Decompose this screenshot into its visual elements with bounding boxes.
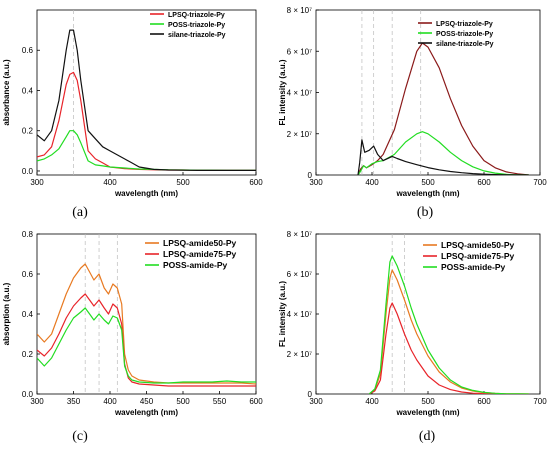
legend-label: POSS-triazole-Py: [436, 31, 493, 38]
x-tick-label: 500: [421, 178, 435, 187]
chart-panel-d: 300 400 500 600 700 0 2 × 10⁷ 4 × 10⁷ 6 × 10⁷ 8 ×…: [278, 230, 547, 444]
y-tick-label: 0.2: [22, 350, 34, 359]
y-tick-label: 0: [308, 390, 313, 399]
x-tick-label: 500: [176, 397, 190, 406]
y-tick-label: 2 × 10⁷: [287, 130, 312, 139]
y-axis-label: FL intensity (a.u.): [278, 281, 287, 347]
panel-caption: (d): [419, 429, 436, 444]
x-tick-label: 600: [249, 178, 263, 187]
y-tick-label: 0.6: [22, 46, 34, 55]
legend-label: LPSQ-triazole-Py: [436, 21, 493, 28]
y-tick-label: 0.6: [22, 270, 34, 279]
panel-caption: (a): [72, 205, 88, 220]
series-line-poss-triazole-py: [37, 130, 256, 171]
legend-label: POSS-triazole-Py: [168, 22, 225, 29]
legend: LPSQ-amide50-PyLPSQ-amide75-PyPOSS-amide…: [145, 238, 236, 270]
series-line-poss-triazole-py: [357, 131, 529, 175]
x-tick-label: 400: [365, 397, 379, 406]
legend-label: silane-triazole-Py: [436, 41, 494, 48]
series-line-lpsq-amide50-py: [368, 269, 529, 394]
x-tick-label: 600: [249, 397, 263, 406]
y-axis-label: absorption (a.u.): [2, 282, 11, 345]
plot-frame: [36, 9, 257, 176]
y-axis-label: absorbance (a.u.): [2, 59, 11, 126]
series-line-lpsq-amide50-py: [37, 263, 256, 385]
x-tick-label: 550: [213, 397, 227, 406]
legend-label: LPSQ-amide75-Py: [163, 249, 236, 259]
y-tick-label: 4 × 10⁷: [287, 89, 312, 98]
y-tick-label: 6 × 10⁷: [287, 270, 312, 279]
y-tick-label: 0.4: [22, 310, 34, 319]
legend-label: LPSQ-amide75-Py: [441, 251, 514, 261]
series-line-lpsq-triazole-py: [37, 71, 256, 171]
x-tick-label: 600: [477, 178, 491, 187]
y-axis-label: FL intensity (a.u.): [278, 59, 287, 125]
y-tick-label: 0: [308, 171, 313, 180]
x-tick-label: 600: [477, 397, 491, 406]
series-line-poss-amide-py: [37, 307, 256, 384]
y-tick-label: 8 × 10⁷: [287, 6, 312, 15]
legend: LPSQ-triazole-Py POSS-triazole-Py silane-t…: [150, 12, 226, 39]
chart-panel-b: 300 400 500 600 700 0 2 × 10⁷ 4 × 10⁷ 6 × 10⁷ 8 ×…: [278, 6, 547, 220]
panel-caption: (c): [72, 429, 88, 444]
legend-label: LPSQ-amide50-Py: [163, 238, 236, 248]
x-tick-label: 700: [533, 178, 547, 187]
series-line-lpsq-triazole-py: [357, 42, 529, 175]
x-tick-label: 300: [309, 397, 323, 406]
x-tick-label: 300: [30, 397, 44, 406]
legend-label: LPSQ-amide50-Py: [441, 240, 514, 250]
x-tick-label: 450: [140, 397, 154, 406]
y-tick-label: 0.8: [22, 230, 34, 239]
panel-caption: (b): [417, 205, 434, 220]
plot-frame: [315, 9, 541, 176]
x-axis-label: wavelength (nm): [395, 189, 459, 198]
y-tick-label: 2 × 10⁷: [287, 350, 312, 359]
x-tick-label: 400: [365, 178, 379, 187]
chart-panel-a: 300 400 500 600 0.0 0.2 0.4 0.6 wavelength (nm) a…: [2, 9, 263, 220]
y-tick-label: 4 × 10⁷: [287, 310, 312, 319]
x-axis-label: wavelength (nm): [114, 189, 178, 198]
legend-label: silane-triazole-Py: [168, 32, 226, 39]
legend: LPSQ-triazole-Py POSS-triazole-Py silane-t…: [418, 21, 494, 48]
legend-label: POSS-amide-Py: [441, 262, 506, 272]
series-line-silane-triazole-py: [37, 29, 256, 171]
y-tick-label: 0.4: [22, 86, 34, 95]
series-line-lpsq-amide75-py: [37, 293, 256, 387]
y-tick-label: 8 × 10⁷: [287, 230, 312, 239]
y-tick-label: 0.0: [22, 167, 34, 176]
x-tick-label: 700: [533, 397, 547, 406]
y-tick-label: 0.0: [22, 390, 34, 399]
x-tick-label: 350: [67, 397, 81, 406]
x-axis-label: wavelength (nm): [395, 408, 459, 417]
y-tick-label: 0.2: [22, 127, 34, 136]
x-tick-label: 300: [309, 178, 323, 187]
x-tick-label: 300: [30, 178, 44, 187]
legend-label: POSS-amide-Py: [163, 260, 228, 270]
series-line-poss-amide-py: [368, 255, 529, 394]
chart-panel-c: 300 350 400 450 500 550 600 0.0 0.2 0.4 0.6 0.8 wave…: [2, 230, 263, 444]
x-tick-label: 400: [103, 397, 117, 406]
x-tick-label: 500: [421, 397, 435, 406]
legend-label: LPSQ-triazole-Py: [168, 12, 225, 19]
series-line-silane-triazole-py: [357, 139, 529, 175]
legend: LPSQ-amide50-PyLPSQ-amide75-PyPOSS-amide…: [423, 240, 514, 272]
y-tick-label: 6 × 10⁷: [287, 47, 312, 56]
series-line-lpsq-amide75-py: [368, 302, 529, 394]
x-tick-label: 500: [176, 178, 190, 187]
x-axis-label: wavelength (nm): [114, 408, 178, 417]
x-tick-label: 400: [103, 178, 117, 187]
